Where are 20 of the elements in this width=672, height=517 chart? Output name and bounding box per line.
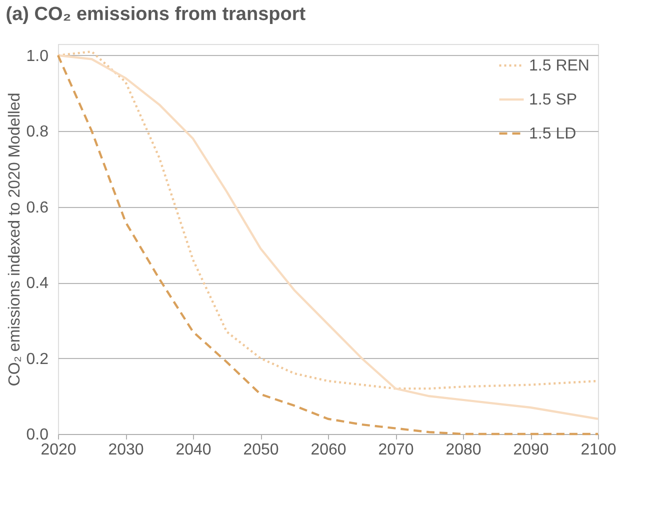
y-tick-label: 0.4	[26, 275, 49, 292]
legend-label: 1.5 LD	[529, 126, 576, 142]
y-tick-label: 1.0	[26, 48, 49, 65]
x-tick-label: 2080	[446, 442, 482, 458]
y-tick-label: 0.6	[26, 199, 49, 216]
x-tick-label: 2060	[310, 442, 346, 458]
x-tick-label: 2020	[40, 442, 76, 458]
chart-title: (a) CO₂ emissions from transport	[6, 4, 306, 25]
x-tick-label: 2070	[378, 442, 414, 458]
x-tick-label: 2030	[108, 442, 144, 458]
y-tick-label: 0.8	[26, 124, 49, 141]
x-tick-label: 2040	[176, 442, 212, 458]
legend-label: 1.5 SP	[529, 92, 578, 108]
legend-label: 1.5 REN	[529, 58, 590, 74]
y-axis-title: CO₂ emissions indexed to 2020 Modelled	[6, 92, 24, 386]
x-tick-label: 2050	[243, 442, 279, 458]
x-tick-label: 2090	[513, 442, 549, 458]
y-tick-label: 0.2	[26, 350, 49, 368]
x-tick-label: 2100	[580, 442, 616, 458]
y-tick-label: 0.0	[26, 426, 49, 444]
